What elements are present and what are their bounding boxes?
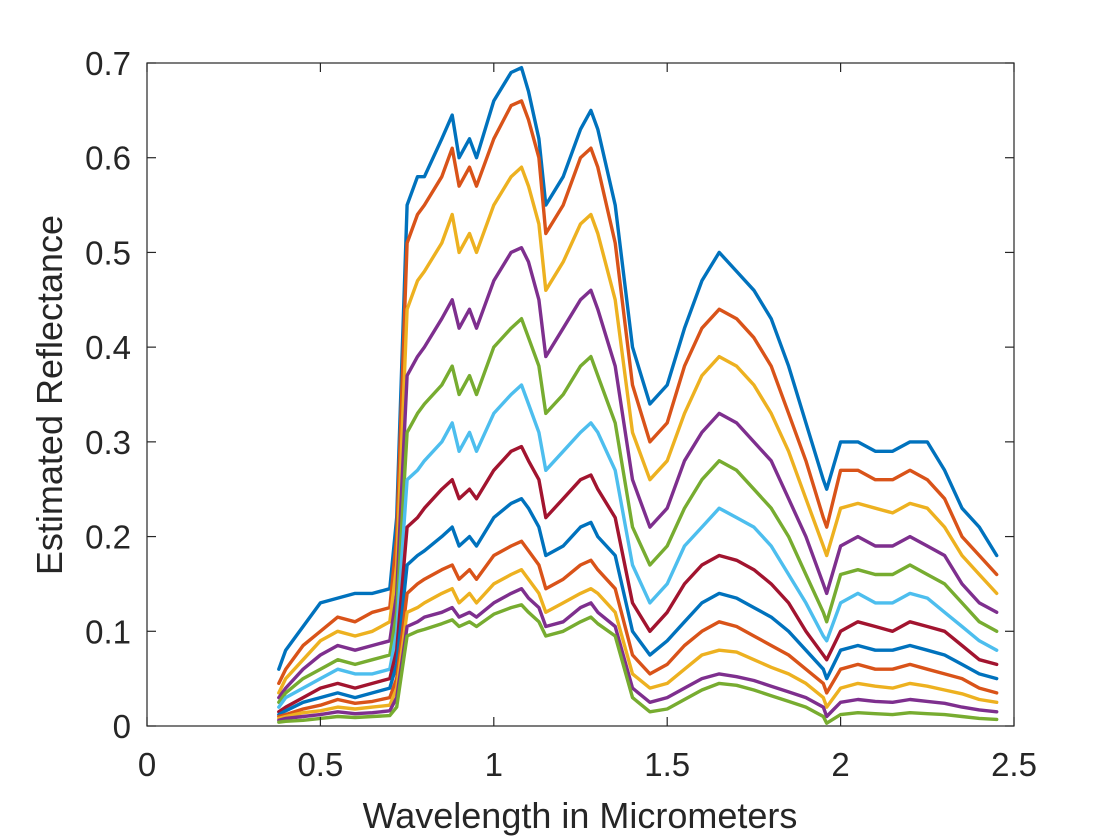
x-axis-title: Wavelength in Micrometers — [363, 795, 798, 836]
spectrum-line-3 — [277, 165, 999, 695]
spectrum-line-4 — [277, 246, 999, 700]
y-tick-label: 0.7 — [85, 45, 131, 82]
y-tick-label: 0 — [113, 708, 131, 745]
y-tick-label: 0.1 — [85, 613, 131, 650]
x-tick-label: 1 — [485, 746, 503, 783]
spectrum-line-5 — [277, 317, 999, 704]
y-axis-title: Estimated Reflectance — [29, 215, 70, 575]
x-tick-label: 2 — [831, 746, 849, 783]
spectrum-line-12 — [277, 603, 999, 725]
plot-area — [147, 63, 1014, 726]
x-tick-label: 0 — [138, 746, 156, 783]
x-axis: 0 0.5 1 1.5 2 2.5 — [138, 63, 1037, 783]
x-tick-label: 2.5 — [991, 746, 1037, 783]
y-tick-label: 0.2 — [85, 519, 131, 556]
plot-frame — [146, 62, 1015, 727]
y-tick-label: 0.5 — [85, 234, 131, 271]
series-layer — [277, 66, 999, 725]
spectrum-line-7 — [277, 444, 999, 714]
x-tick-label: 0.5 — [297, 746, 343, 783]
x-tick-label: 1.5 — [644, 746, 690, 783]
y-tick-label: 0.4 — [85, 329, 131, 366]
y-axis: 0 0.1 0.2 0.3 0.4 0.5 0.6 0.7 — [85, 45, 1014, 745]
y-tick-label: 0.6 — [85, 140, 131, 177]
spectrum-line-6 — [277, 383, 999, 709]
spectrum-line-9 — [277, 539, 999, 719]
spectrum-line-8 — [277, 497, 999, 717]
y-tick-label: 0.3 — [85, 424, 131, 461]
